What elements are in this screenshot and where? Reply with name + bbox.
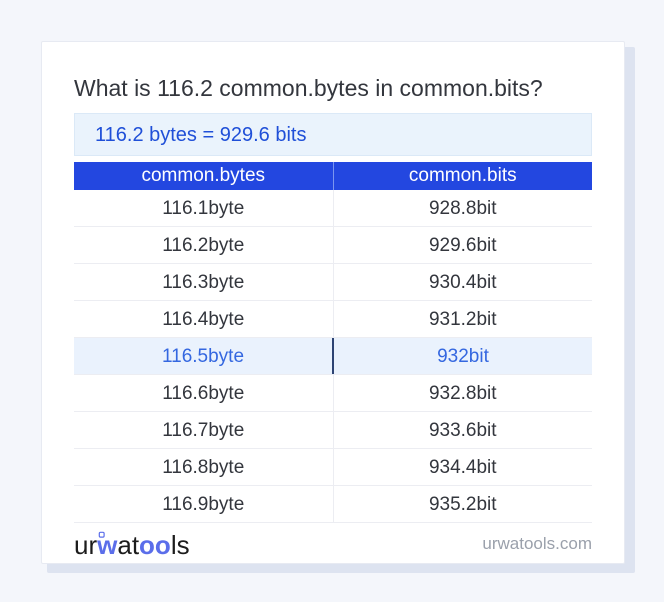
svg-text:urwatools: urwatools (74, 530, 190, 560)
